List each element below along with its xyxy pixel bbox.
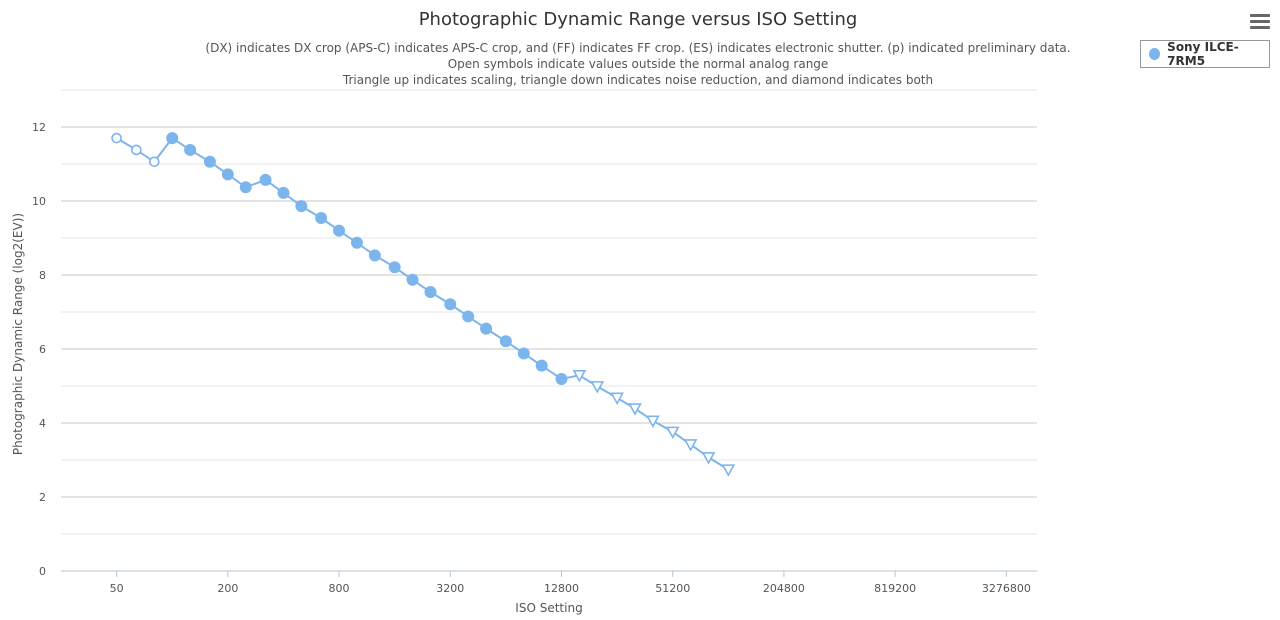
data-point-marker[interactable] xyxy=(480,322,493,335)
data-point-marker[interactable] xyxy=(315,212,328,225)
data-point-marker[interactable] xyxy=(333,224,346,237)
data-point-triangle-down-marker[interactable] xyxy=(665,426,680,440)
data-point-marker[interactable] xyxy=(166,132,179,145)
x-tick-label: 50 xyxy=(110,582,124,595)
x-tick-label: 204800 xyxy=(763,582,805,595)
legend-label: Sony ILCE-7RM5 xyxy=(1167,40,1239,68)
data-point-open-marker[interactable] xyxy=(149,156,160,168)
chart-subtitle-line-1: (DX) indicates DX crop (APS-C) indicates… xyxy=(205,41,1070,55)
data-point-marker[interactable] xyxy=(555,372,568,385)
x-axis-title: ISO Setting xyxy=(515,601,582,615)
x-tick-label: 800 xyxy=(329,582,350,595)
data-point-marker[interactable] xyxy=(259,173,272,186)
data-point-marker[interactable] xyxy=(295,200,308,213)
x-tick-label: 51200 xyxy=(655,582,690,595)
data-point-open-marker[interactable] xyxy=(131,144,142,156)
series-sony-ilce-7rm5 xyxy=(111,132,736,477)
data-point-marker[interactable] xyxy=(406,273,419,286)
y-tick-label: 8 xyxy=(39,269,46,282)
data-point-marker[interactable] xyxy=(499,335,512,348)
y-tick-label: 10 xyxy=(32,195,46,208)
data-point-open-marker[interactable] xyxy=(111,132,122,144)
data-point-marker[interactable] xyxy=(239,181,252,194)
x-tick-label: 3200 xyxy=(436,582,464,595)
x-tick-label: 819200 xyxy=(874,582,916,595)
x-tick-label: 200 xyxy=(217,582,238,595)
data-point-triangle-down-marker[interactable] xyxy=(646,415,660,428)
y-tick-label: 0 xyxy=(39,565,46,578)
chart-subtitle-line-3: Triangle up indicates scaling, triangle … xyxy=(342,73,933,87)
hamburger-menu-icon[interactable] xyxy=(1250,14,1270,30)
y-tick-label: 2 xyxy=(39,491,46,504)
data-point-marker[interactable] xyxy=(277,186,290,199)
x-tick-label: 3276800 xyxy=(982,582,1031,595)
y-tick-label: 4 xyxy=(39,417,46,430)
legend-item-sony-ilce-7rm5[interactable]: Sony ILCE-7RM5 xyxy=(1140,40,1270,68)
data-point-marker[interactable] xyxy=(350,236,363,249)
y-axis-tick-labels: 0 2 4 6 8 10 12 xyxy=(32,121,46,578)
x-tick-label: 12800 xyxy=(544,582,579,595)
data-point-marker[interactable] xyxy=(517,347,530,360)
legend-marker-icon xyxy=(1149,48,1161,60)
x-axis-tick-labels: 50 200 800 3200 12800 51200 204800 819200 327680… xyxy=(110,571,1031,595)
data-point-marker[interactable] xyxy=(462,310,475,323)
data-point-triangle-down-marker[interactable] xyxy=(610,392,624,406)
data-point-marker[interactable] xyxy=(203,155,216,168)
chart-title: Photographic Dynamic Range versus ISO Se… xyxy=(419,9,858,30)
chart-subtitle-line-2: Open symbols indicate values outside the… xyxy=(448,57,829,71)
data-point-triangle-down-marker[interactable] xyxy=(572,369,587,383)
data-point-triangle-down-marker[interactable] xyxy=(590,381,605,394)
data-point-triangle-down-marker[interactable] xyxy=(628,403,642,416)
data-point-marker[interactable] xyxy=(535,359,548,372)
data-point-marker[interactable] xyxy=(424,286,437,299)
series-line xyxy=(116,136,729,471)
data-point-marker[interactable] xyxy=(368,249,381,262)
data-point-marker[interactable] xyxy=(184,143,197,156)
data-point-marker[interactable] xyxy=(444,298,457,311)
y-tick-label: 6 xyxy=(39,343,46,356)
data-point-triangle-down-marker[interactable] xyxy=(721,464,736,477)
data-point-triangle-down-marker[interactable] xyxy=(701,452,716,465)
data-point-marker[interactable] xyxy=(388,261,401,274)
data-point-marker[interactable] xyxy=(221,168,234,181)
grid-lines xyxy=(61,89,1037,535)
y-axis-title: Photographic Dynamic Range (log2(EV)) xyxy=(11,213,25,455)
data-point-triangle-down-marker[interactable] xyxy=(683,439,698,452)
y-tick-label: 12 xyxy=(32,121,46,134)
